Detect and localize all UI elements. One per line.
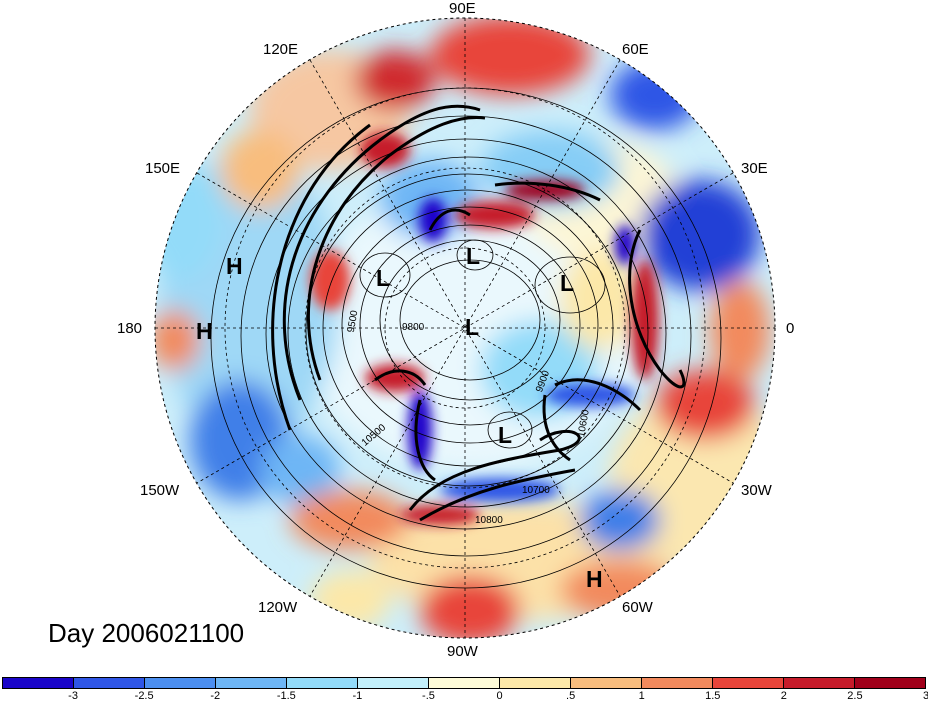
- lon-label-180: 180: [117, 320, 143, 337]
- colorbar-swatch: [358, 678, 429, 688]
- colorbar-swatch: [642, 678, 713, 688]
- colorbar: [2, 677, 926, 689]
- lon-label-90w: 90W: [447, 643, 478, 660]
- high-pressure-marker: H: [196, 318, 213, 344]
- colorbar-tick-label: -3: [68, 690, 78, 702]
- low-pressure-marker: L: [466, 243, 481, 269]
- colorbar-tick-label: 1: [638, 690, 645, 702]
- colorbar-swatch: [784, 678, 855, 688]
- colorbar-tick-label: 2: [780, 690, 787, 702]
- lon-label-90e: 90E: [449, 0, 476, 17]
- colorbar-swatch: [3, 678, 74, 688]
- colorbar-swatch: [216, 678, 287, 688]
- map-boundary: [154, 17, 776, 639]
- lon-label-150w: 150W: [140, 482, 180, 499]
- colorbar-swatch: [713, 678, 784, 688]
- colorbar-tick-label: -2.5: [134, 690, 154, 702]
- colorbar-swatch: [287, 678, 358, 688]
- colorbar-swatch: [500, 678, 571, 688]
- low-pressure-marker: L: [376, 265, 391, 291]
- colorbar-swatch: [74, 678, 145, 688]
- colorbar-tick-label: -1: [352, 690, 363, 702]
- graticule: [155, 18, 775, 638]
- low-pressure-marker: L: [498, 422, 513, 448]
- contour-label: 9800: [402, 322, 425, 333]
- lon-label-120w: 120W: [258, 599, 298, 616]
- colorbar-swatch: [571, 678, 642, 688]
- geopotential-contours: [210, 87, 722, 589]
- jet-contours: [271, 104, 686, 522]
- colorbar-swatch: [855, 678, 925, 688]
- lon-label-60w: 60W: [622, 599, 653, 616]
- colorbar-tick-label: -2: [210, 690, 221, 702]
- contour-label: 10700: [522, 485, 550, 496]
- high-pressure-marker: H: [226, 253, 243, 279]
- lon-label-150e: 150E: [145, 160, 181, 177]
- lon-label-0: 0: [786, 320, 795, 337]
- contour-label: 10800: [475, 515, 503, 526]
- map-title: Day 2006021100: [48, 618, 245, 648]
- colorbar-swatch: [145, 678, 216, 688]
- lon-label-30e: 30E: [741, 160, 768, 177]
- colorbar-swatch: [429, 678, 500, 688]
- colorbar-tick-label: 2.5: [847, 690, 863, 702]
- colorbar-tick-label: -1.5: [276, 690, 296, 702]
- colorbar-tick-label: 1.5: [705, 690, 721, 702]
- colorbar-tick-label: 3: [922, 690, 928, 702]
- colorbar-tick-label: -.5: [422, 690, 435, 702]
- anomaly-field: [155, 18, 775, 638]
- colorbar-tick-label: 0: [496, 690, 503, 702]
- low-pressure-marker: L: [465, 314, 480, 340]
- lon-label-60e: 60E: [622, 41, 649, 58]
- lon-label-30w: 30W: [741, 482, 772, 499]
- lon-label-120e: 120E: [263, 41, 299, 58]
- low-pressure-marker: L: [560, 270, 575, 296]
- colorbar-tick-label: .5: [566, 690, 576, 702]
- high-pressure-marker: H: [586, 566, 603, 592]
